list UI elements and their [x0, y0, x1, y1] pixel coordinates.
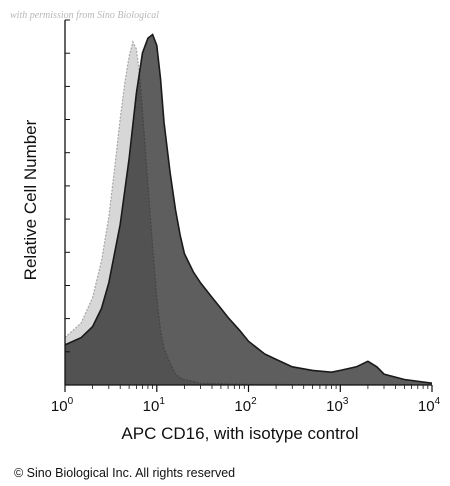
copyright-notice: © Sino Biological Inc. All rights reserv… [14, 466, 236, 480]
x-axis-title: APC CD16, with isotype control [121, 424, 358, 443]
watermark-text: with permission from Sino Biological [10, 10, 160, 21]
series-layer [64, 33, 433, 386]
series-1-line [64, 33, 433, 384]
y-axis-title: Relative Cell Number [21, 119, 40, 280]
series-1-fill [65, 34, 432, 385]
x-tick-label-0: 100 [51, 396, 74, 415]
x-tick-label-3: 103 [326, 396, 349, 415]
y-tick-layer [65, 19, 70, 386]
x-tick-label-2: 102 [234, 396, 257, 415]
x-tick-label-1: 101 [143, 396, 166, 415]
x-tick-layer: 100 101 102 103 104 [51, 385, 441, 415]
x-tick-label-4: 104 [418, 396, 441, 415]
